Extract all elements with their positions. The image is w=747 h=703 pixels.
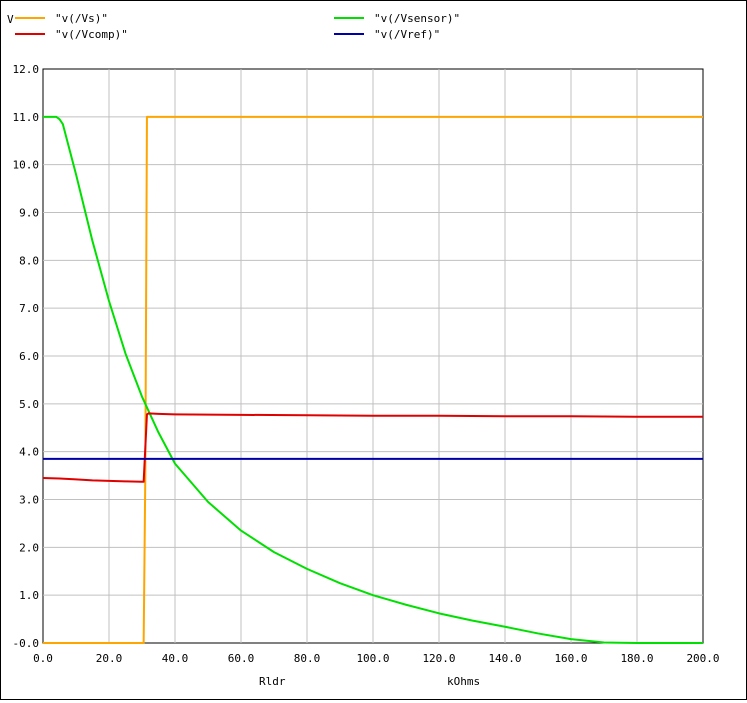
legend-label: "v(/Vcomp)" [55,28,128,41]
legend-label: "v(/Vref)" [374,28,440,41]
y-tick-label: 2.0 [19,541,39,554]
series-line-2 [43,115,703,644]
x-unit-label: kOhms [447,675,480,688]
series-line-1 [43,115,703,644]
y-tick-label: 5.0 [19,398,39,411]
y-tick-label: 11.0 [13,111,40,124]
y-unit-label: V [7,13,14,26]
x-axis-label: Rldr [259,675,286,688]
y-tick-label: 1.0 [19,589,39,602]
x-tick-label: 80.0 [294,652,321,665]
series-layer [42,115,703,644]
legend-label: "v(/Vsensor)" [374,12,460,25]
legend-label: "v(/Vs)" [55,12,108,25]
x-tick-label: 120.0 [422,652,455,665]
legend: "v(/Vs)" "v(/Vsensor)" "v(/Vcomp)" "v(/Vref… [15,12,460,41]
y-tick-label: 10.0 [13,159,40,172]
x-tick-label: 200.0 [686,652,719,665]
tick-label-layer: 0.0 20.0 40.0 60.0 80.0 100.0 120.0 140.0 160.0 1… [13,63,720,665]
y-tick-label: 7.0 [19,302,39,315]
y-tick-label: 8.0 [19,254,39,267]
series-line-3 [42,412,703,483]
y-tick-label: 12.0 [13,63,40,76]
x-tick-label: 20.0 [96,652,123,665]
y-tick-label: -0.0 [13,637,40,650]
grid-layer [42,68,704,644]
x-tick-label: 100.0 [356,652,389,665]
x-tick-label: 40.0 [162,652,189,665]
y-tick-label: 3.0 [19,494,39,507]
y-tick-label: 4.0 [19,446,39,459]
y-tick-label: 6.0 [19,350,39,363]
x-tick-label: 0.0 [33,652,53,665]
x-tick-label: 160.0 [554,652,587,665]
y-tick-label: 9.0 [19,207,39,220]
x-tick-label: 140.0 [488,652,521,665]
x-tick-label: 180.0 [620,652,653,665]
x-tick-label: 60.0 [228,652,255,665]
